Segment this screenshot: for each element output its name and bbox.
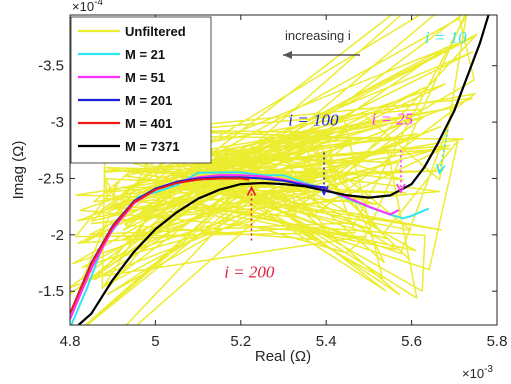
annotation-arrow-head [396, 183, 406, 194]
annotation-label: i = 100 [288, 110, 339, 129]
legend-box [70, 16, 212, 164]
annotation-arrow-head [246, 185, 257, 196]
legend: Unfiltered M = 21 M = 51 M = 201 M = 401 M = … [70, 16, 212, 164]
y-tick-label: -2.5 [38, 170, 64, 187]
x-tick-label: 5.6 [401, 333, 422, 350]
series-layer [70, 15, 490, 325]
y-multiplier: ×10-4 [72, 0, 103, 14]
direction-note: increasing i [283, 28, 360, 59]
plot-area-frame [69, 14, 498, 326]
annotation-arrow-head [319, 185, 329, 197]
annotation-label: i = 200 [224, 263, 275, 282]
y-tick-label: -3.5 [38, 58, 64, 75]
y-tick-label: -1.5 [38, 283, 64, 300]
x-multiplier: ×10-3 [462, 364, 493, 381]
tick-layer: 4.8 5 5.2 5.4 5.6 5.8 -1.5 -2 -2.5 -3 -3.5 [38, 15, 507, 350]
x-tick-label: 5 [151, 333, 159, 350]
direction-note-text: increasing i [285, 28, 351, 43]
annotation-layer: i = 10 i = 25 i = 100 i = 200 [224, 28, 467, 281]
x-tick-label: 5.8 [487, 333, 508, 350]
series-line-unfiltered [70, 15, 478, 325]
y-tick-label: -3 [51, 114, 64, 131]
x-tick-label: 5.2 [230, 333, 251, 350]
series-line-m-401 [70, 177, 250, 315]
x-axis-label: Real (Ω) [255, 348, 311, 365]
annotation-arrow-head [436, 163, 446, 175]
legend-label: M = 201 [125, 93, 172, 108]
legend-label: M = 7371 [125, 139, 180, 154]
series-line-m-7371 [77, 15, 490, 325]
annotation-arrow [438, 129, 449, 173]
legend-label: M = 51 [125, 70, 165, 85]
y-axis-label: Imag (Ω) [10, 141, 27, 200]
annotation-label: i = 25 [372, 109, 414, 128]
legend-label: M = 401 [125, 116, 172, 131]
legend-label: M = 21 [125, 47, 165, 62]
legend-label: Unfiltered [125, 24, 186, 39]
series-line-m-51 [70, 174, 400, 320]
direction-arrow-head [283, 51, 292, 59]
x-tick-label: 5.4 [316, 333, 337, 350]
x-tick-label: 4.8 [60, 333, 81, 350]
annotation-label: i = 10 [425, 28, 467, 47]
y-tick-label: -2 [51, 227, 64, 244]
